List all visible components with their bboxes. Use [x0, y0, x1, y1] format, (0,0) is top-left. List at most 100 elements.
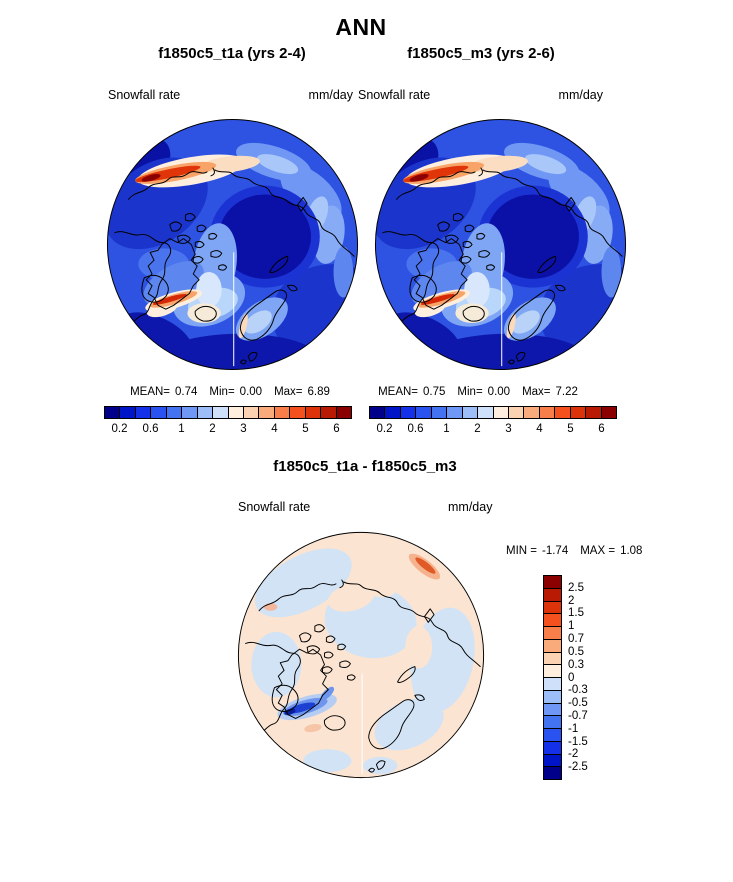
- colorbar-tick-label: 1: [178, 423, 185, 435]
- colorbar-tick-label: 0.5: [568, 645, 584, 658]
- colorbar-segment: [259, 407, 275, 418]
- colorbar-segment: [462, 407, 479, 418]
- map-difference: [237, 531, 485, 779]
- colorbar-segment: [544, 729, 561, 742]
- mean-value: 0.75: [423, 386, 446, 398]
- colorbar-segment: [555, 407, 571, 418]
- colorbar-segment: [400, 407, 417, 418]
- colorbar-segment: [544, 601, 561, 615]
- colorbar-segment: [544, 576, 561, 589]
- panel-right-units: mm/day: [558, 88, 603, 102]
- colorbar-segment: [544, 716, 561, 729]
- map-right-model: [374, 118, 627, 371]
- colorbar-segment: [105, 407, 121, 418]
- colorbar-segment: [544, 639, 561, 653]
- max-value: 7.22: [555, 386, 578, 398]
- colorbar-segment: [416, 407, 432, 418]
- max-label: Max=: [522, 386, 551, 398]
- colorbar-segment: [305, 407, 322, 418]
- colorbar-segment: [544, 690, 561, 704]
- panel-diff-units: mm/day: [448, 500, 493, 514]
- min-label: MIN =: [506, 545, 537, 557]
- mean-label: MEAN=: [378, 386, 419, 398]
- colorbar-segment: [544, 614, 561, 627]
- colorbar-segment: [447, 407, 463, 418]
- min-label: Min=: [457, 386, 483, 398]
- colorbar-tick-label: 1: [443, 423, 450, 435]
- colorbar-segment: [151, 407, 167, 418]
- colorbar-tick-label: 2: [568, 594, 575, 607]
- colorbar-segment: [544, 703, 561, 717]
- min-value: -1.74: [542, 545, 569, 557]
- colorbar-segment: [431, 407, 448, 418]
- max-label: Max=: [274, 386, 303, 398]
- colorbar-segment: [493, 407, 509, 418]
- min-value: 0.00: [487, 386, 511, 398]
- colorbar-tick-label: 1: [568, 620, 575, 633]
- colorbar-tick-label: 0.6: [407, 423, 424, 435]
- colorbar-segment: [544, 652, 561, 666]
- colorbar-segment: [478, 407, 494, 418]
- panel-right-stats: MEAN= 0.75 Min= 0.00 Max= 7.22: [348, 386, 608, 398]
- colorbar-tick-label: 4: [271, 423, 278, 435]
- map-left-border: [106, 118, 359, 371]
- colorbar-segment: [135, 407, 152, 418]
- colorbar-tick-label: -1.5: [568, 735, 588, 748]
- colorbar-segment: [544, 678, 561, 691]
- map-right-border: [374, 118, 627, 371]
- map-left-model: [106, 118, 359, 371]
- colorbar-segment: [586, 407, 602, 418]
- map-left-field: [107, 119, 358, 370]
- colorbar-segment: [290, 407, 306, 418]
- colorbar-segment: [539, 407, 556, 418]
- mean-label: MEAN=: [130, 386, 171, 398]
- colorbar-tick-label: -2: [568, 748, 579, 761]
- colorbar-tick-label: 4: [536, 423, 543, 435]
- colorbar-left: 0.2 0.6 1 2 3 4 5 6: [104, 406, 352, 435]
- colorbar-tick-label: 3: [505, 423, 512, 435]
- colorbar-segment: [321, 407, 337, 418]
- mean-value: 0.74: [175, 386, 198, 398]
- panel-left-field-label: Snowfall rate: [108, 88, 181, 102]
- min-value: 0.00: [239, 386, 263, 398]
- colorbar-segment: [228, 407, 244, 418]
- colorbar-tick-label: -0.7: [568, 709, 588, 722]
- colorbar-segment: [213, 407, 229, 418]
- panel-right-subtitle: f1850c5_m3 (yrs 2-6): [407, 45, 555, 62]
- colorbar-segment: [385, 407, 401, 418]
- colorbar-segment: [544, 767, 561, 779]
- colorbar-tick-label: 0.3: [568, 658, 584, 671]
- map-difference-field: [238, 532, 484, 778]
- colorbar-segment: [370, 407, 386, 418]
- colorbar-tick-label: -0.3: [568, 684, 588, 697]
- colorbar-tick-label: 2: [209, 423, 216, 435]
- colorbar-tick-label: 3: [240, 423, 247, 435]
- colorbar-tick-label: 0.2: [111, 423, 128, 435]
- colorbar-segment: [197, 407, 214, 418]
- panel-diff-stats: MIN = -1.74 MAX = 1.08: [506, 545, 642, 557]
- panel-right-field-label: Snowfall rate: [358, 88, 431, 102]
- colorbar-segment: [166, 407, 183, 418]
- colorbar-tick-label: 1.5: [568, 607, 584, 620]
- colorbar-right: 0.2 0.6 1 2 3 4 5 6: [369, 406, 617, 435]
- colorbar-right-segments: [369, 406, 617, 419]
- panel-left-units: mm/day: [308, 88, 353, 102]
- panel-diff-field-label: Snowfall rate: [238, 500, 311, 514]
- colorbar-tick-label: -0.5: [568, 697, 588, 710]
- colorbar-segment: [243, 407, 260, 418]
- colorbar-tick-label: 2.5: [568, 581, 584, 594]
- colorbar-tick-label: 6: [598, 423, 605, 435]
- panel-left-subtitle: f1850c5_t1a (yrs 2-4): [158, 45, 306, 62]
- colorbar-tick-label: 0.2: [376, 423, 393, 435]
- colorbar-segment: [601, 407, 616, 418]
- colorbar-segment: [570, 407, 587, 418]
- colorbar-tick-label: 0.7: [568, 633, 584, 646]
- panel-diff-subtitle: f1850c5_t1a - f1850c5_m3: [273, 458, 457, 475]
- figure-title: ANN: [335, 14, 387, 40]
- colorbar-segment: [544, 665, 561, 678]
- colorbar-segment: [120, 407, 136, 418]
- colorbar-segment: [524, 407, 540, 418]
- colorbar-tick-label: 5: [567, 423, 574, 435]
- colorbar-difference-segments: [543, 575, 562, 780]
- map-difference-border: [237, 531, 485, 779]
